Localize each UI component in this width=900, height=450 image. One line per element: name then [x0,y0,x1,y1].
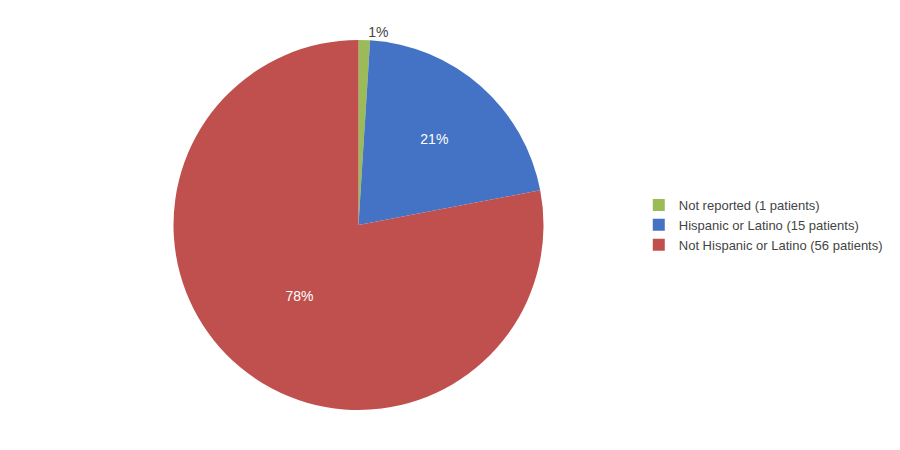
svg-text:78%: 78% [286,288,314,304]
svg-text:Not reported (1 patients): Not reported (1 patients) [679,198,820,213]
svg-text:Not Hispanic or Latino (56 pat: Not Hispanic or Latino (56 patients) [679,238,883,253]
svg-text:21%: 21% [420,131,448,147]
svg-text:Hispanic or Latino (15 patient: Hispanic or Latino (15 patients) [679,218,859,233]
svg-text:1%: 1% [368,24,388,40]
